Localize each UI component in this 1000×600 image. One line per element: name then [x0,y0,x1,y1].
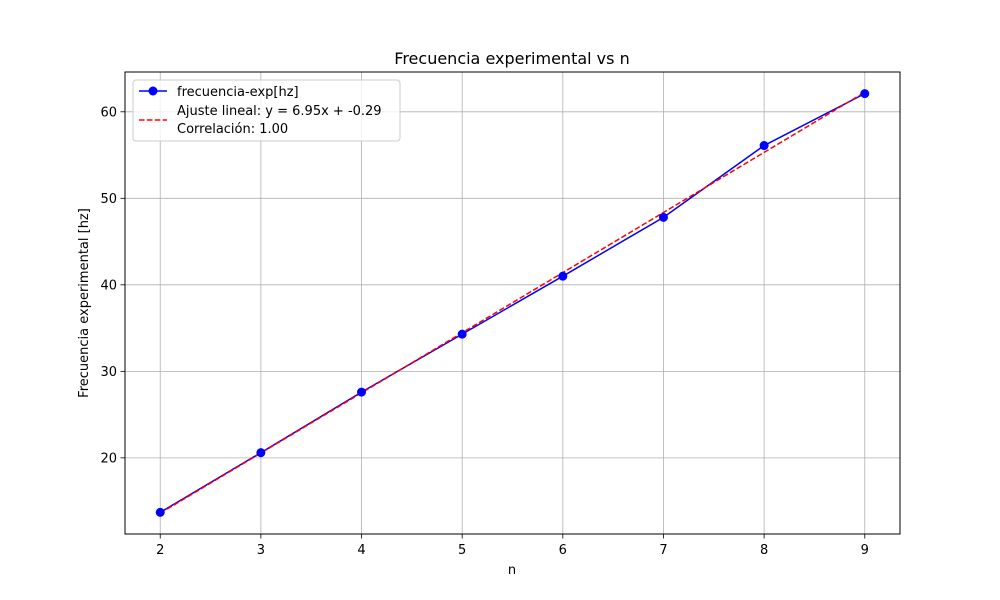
legend-box [132,79,401,142]
data-point [658,212,668,222]
data-point [155,507,165,517]
x-tick-label: 8 [760,543,768,558]
y-tick-label: 40 [100,278,117,293]
y-axis: 20 30 40 50 60 [100,105,125,466]
x-axis-label: n [508,563,516,578]
data-point [256,448,266,458]
data-point [759,141,769,151]
y-tick-label: 30 [100,365,117,380]
legend-label-series-1: frecuencia-exp[hz] [177,85,299,100]
legend: frecuencia-exp[hz] Ajuste lineal: y = 6.… [132,79,401,142]
x-tick-label: 6 [559,543,567,558]
x-tick-label: 2 [156,543,164,558]
legend-marker-series-1 [148,86,158,96]
grid [125,72,900,534]
y-tick-label: 50 [100,192,117,207]
data-point [357,387,367,397]
x-tick-label: 3 [257,543,265,558]
x-tick-label: 4 [357,543,365,558]
series-layer [155,89,870,517]
x-tick-label: 7 [659,543,667,558]
y-tick-label: 60 [100,105,117,120]
x-axis: 2 3 4 5 6 7 8 9 [156,534,869,558]
y-tick-label: 20 [100,451,117,466]
data-point [457,329,467,339]
x-tick-label: 9 [861,543,869,558]
y-axis-label: Frecuencia experimental [hz] [77,208,92,398]
data-point [558,271,568,281]
x-tick-label: 5 [458,543,466,558]
series-line-ajuste-lineal [159,91,866,514]
plot-frame [124,71,901,535]
legend-label-series-2-line2: Correlación: 1.00 [177,122,288,137]
legend-label-series-2: Ajuste lineal: y = 6.95x + -0.29 [177,104,382,119]
data-point [860,89,870,99]
chart-title: Frecuencia experimental vs n [394,49,629,68]
